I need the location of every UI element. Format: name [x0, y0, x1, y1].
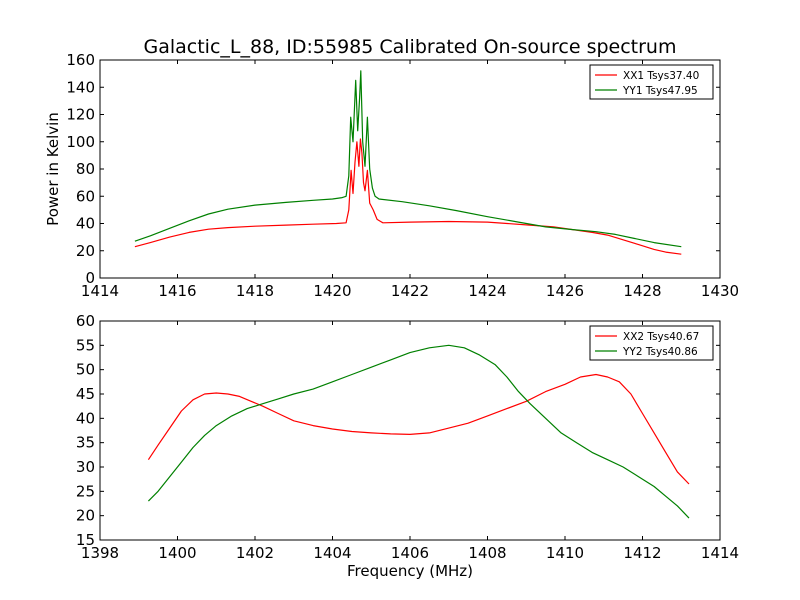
figure-title: Galactic_L_88, ID:55985 Calibrated On-so…: [144, 36, 677, 58]
legend-label: XX1 Tsys37.40: [623, 70, 699, 82]
x-tick-label: 1428: [623, 282, 661, 300]
x-tick-label: 1400: [158, 544, 196, 562]
bottom-subplot: 1398 1400 1402 1404 1406 1408 1410 1412 1414 15 20…: [76, 312, 739, 580]
legend-box: [589, 325, 714, 361]
y-tick-label: 55: [76, 336, 95, 354]
y-tick-label: 15: [76, 531, 95, 549]
x-tick-label: 1414: [701, 544, 739, 562]
x-axis-label: Frequency (MHz): [347, 562, 473, 580]
x-tick-label: 1422: [391, 282, 429, 300]
y-tick-label: 60: [76, 312, 95, 330]
y-tick-label: 140: [66, 78, 95, 96]
legend-label: XX2 Tsys40.67: [623, 331, 699, 343]
x-tick-label: 1420: [313, 282, 351, 300]
x-tick-label: 1418: [236, 282, 274, 300]
legend-label: YY2 Tsys40.86: [622, 346, 698, 358]
x-tick-label: 1404: [313, 544, 351, 562]
x-tick-label: 1408: [468, 544, 506, 562]
series-line-yy: [134, 70, 682, 248]
top-subplot: 1414 1416 1418 1420 1422 1424 1426 1428 1430 0 20 4…: [44, 51, 739, 300]
x-tick-label: 1414: [81, 282, 119, 300]
y-tick-label: 40: [76, 215, 95, 233]
y-tick-label: 30: [76, 458, 95, 476]
y-tick-label: 25: [76, 482, 95, 500]
series-line-xx: [134, 138, 682, 255]
y-tick-label: 160: [66, 51, 95, 69]
y-tick-label: 35: [76, 434, 95, 452]
series-line-yy: [147, 344, 690, 519]
x-tick-label: 1410: [546, 544, 584, 562]
y-tick-label: 100: [66, 133, 95, 151]
x-tick-label: 1424: [468, 282, 506, 300]
x-tick-label: 1426: [546, 282, 584, 300]
y-axis-label: Power in Kelvin: [44, 112, 62, 226]
y-tick-label: 40: [76, 409, 95, 427]
x-tick-label: 1406: [391, 544, 429, 562]
legend-label: YY1 Tsys47.95: [622, 85, 698, 97]
y-tick-label: 20: [76, 242, 95, 260]
x-tick-label: 1398: [81, 544, 119, 562]
series-line-xx: [147, 373, 690, 485]
y-tick-label: 120: [66, 106, 95, 124]
y-tick-label: 45: [76, 385, 95, 403]
y-tick-label: 60: [76, 187, 95, 205]
y-tick-label: 80: [76, 160, 95, 178]
x-tick-label: 1430: [701, 282, 739, 300]
x-tick-label: 1416: [158, 282, 196, 300]
y-tick-label: 20: [76, 507, 95, 525]
legend-box: [589, 64, 714, 100]
y-tick-label: 50: [76, 361, 95, 379]
y-tick-label: 0: [85, 269, 95, 287]
x-tick-label: 1412: [623, 544, 661, 562]
x-tick-label: 1402: [236, 544, 274, 562]
